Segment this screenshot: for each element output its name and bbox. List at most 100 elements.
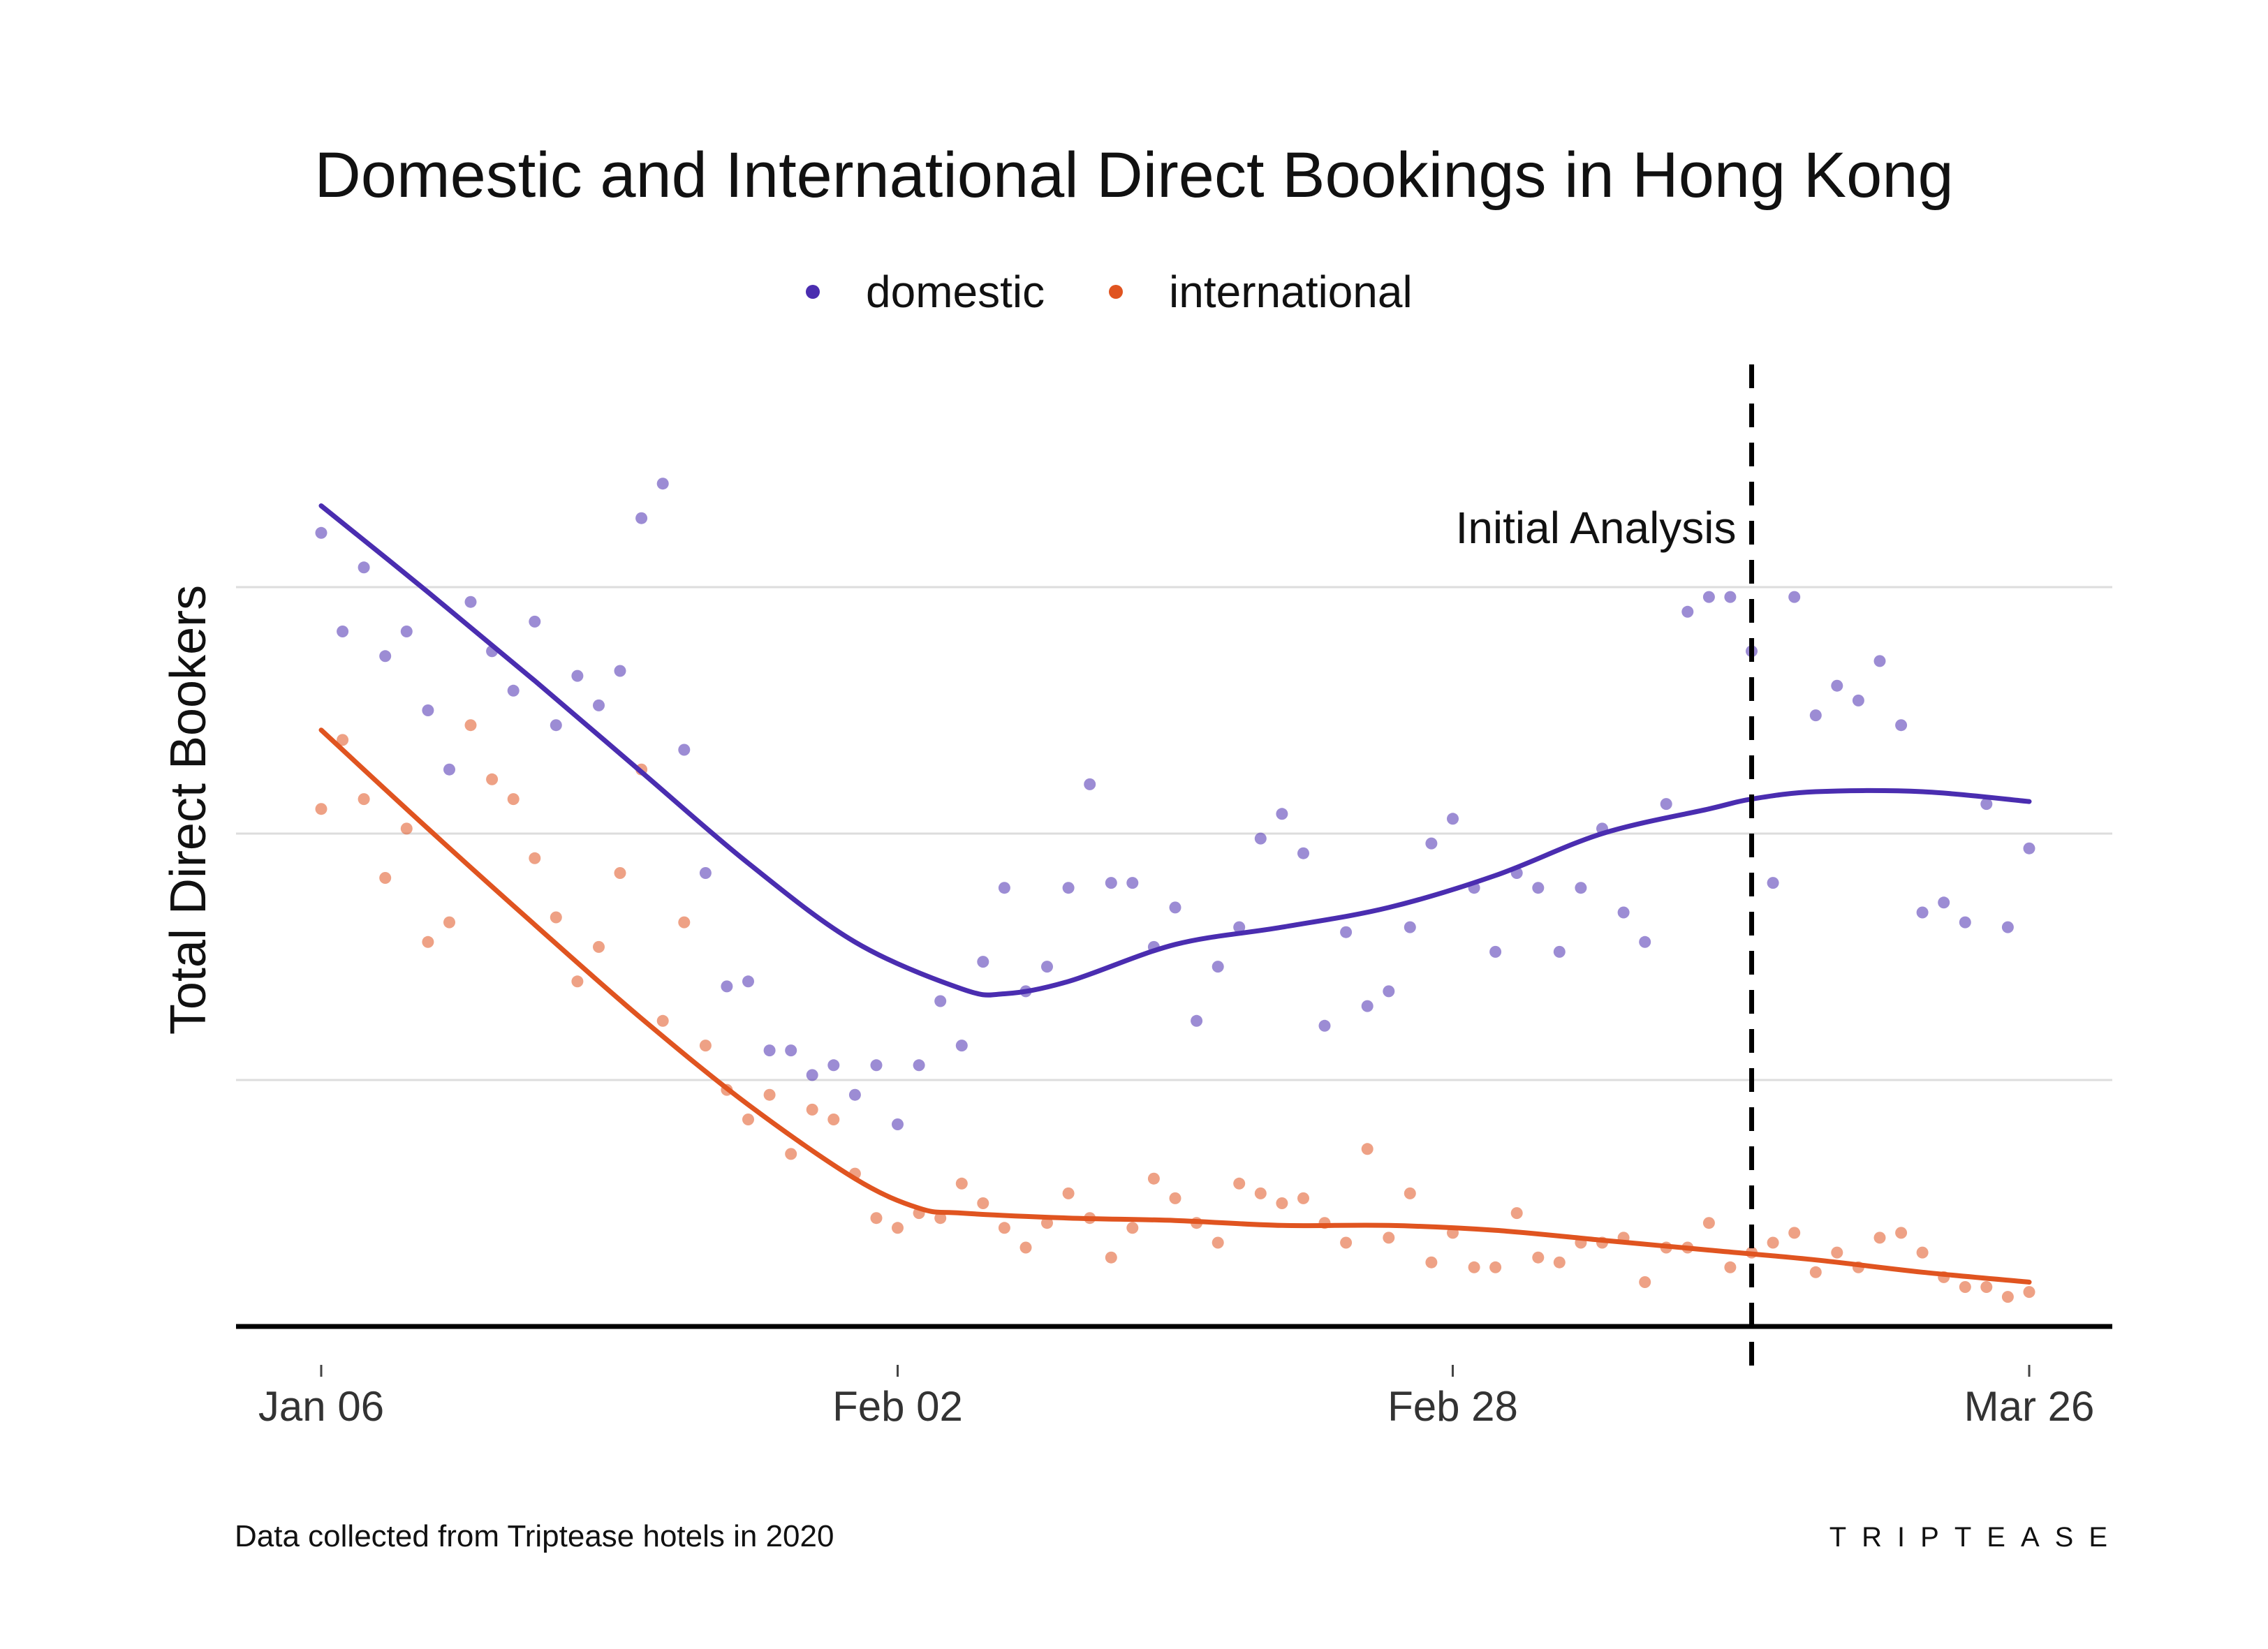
international-point <box>529 852 541 864</box>
domestic-point <box>1809 709 1822 722</box>
domestic-point <box>1105 877 1117 889</box>
domestic-point <box>614 665 626 677</box>
legend-marker-domestic <box>806 285 820 299</box>
footer-caption: Data collected from Triptease hotels in … <box>235 1519 834 1553</box>
domestic-point <box>806 1069 818 1081</box>
international-point <box>699 1040 712 1052</box>
domestic-point <box>1532 882 1545 894</box>
international-point <box>1297 1192 1309 1204</box>
international-point <box>1553 1256 1566 1269</box>
plot-area <box>315 478 2035 1303</box>
legend-label-domestic: domestic <box>866 267 1045 317</box>
domestic-point <box>763 1044 776 1057</box>
international-point <box>1425 1256 1438 1269</box>
international-point <box>742 1114 754 1125</box>
domestic-point <box>678 744 691 756</box>
international-point <box>1233 1177 1246 1190</box>
international-point <box>614 867 626 879</box>
international-point <box>1276 1197 1288 1209</box>
international-point <box>1383 1232 1395 1244</box>
domestic-point <box>529 615 541 628</box>
international-point <box>379 872 392 884</box>
international-trend-line <box>318 727 2032 1285</box>
legend-label-international: international <box>1169 267 1413 317</box>
domestic-point <box>1340 926 1353 938</box>
x-tick-label-3: Feb 28 <box>1387 1383 1518 1430</box>
domestic-point <box>1895 719 1908 732</box>
international-point <box>1489 1261 1502 1273</box>
domestic-point <box>1681 605 1694 618</box>
international-point <box>1468 1261 1480 1273</box>
domestic-point <box>1980 798 1993 811</box>
domestic-point <box>1639 936 1651 948</box>
international-point <box>1062 1187 1075 1199</box>
domestic-series <box>315 478 2035 1130</box>
international-point <box>1767 1236 1779 1249</box>
domestic-point <box>550 719 562 732</box>
international-point <box>464 719 477 732</box>
international-point <box>1340 1236 1353 1249</box>
domestic-point <box>1788 591 1801 603</box>
domestic-point <box>1959 916 1971 929</box>
domestic-point <box>1617 906 1630 919</box>
brand-logo-text: TRIPTEASE <box>1829 1522 2123 1553</box>
international-point <box>1212 1236 1224 1249</box>
gridlines <box>236 586 2112 1081</box>
domestic-point <box>977 956 989 968</box>
domestic-point <box>785 1044 797 1057</box>
international-point <box>1041 1217 1053 1229</box>
international-series <box>315 719 2035 1303</box>
international-point <box>593 940 605 953</box>
international-point <box>977 1197 989 1209</box>
domestic-point <box>464 596 477 608</box>
international-point <box>892 1222 904 1234</box>
domestic-point <box>379 650 392 663</box>
international-point <box>1788 1227 1801 1239</box>
domestic-point <box>892 1118 904 1130</box>
domestic-point <box>1852 694 1864 707</box>
domestic-point <box>1126 877 1139 889</box>
domestic-point <box>443 763 455 776</box>
domestic-point <box>400 626 413 637</box>
domestic-point <box>337 626 349 637</box>
domestic-point <box>1660 798 1672 811</box>
international-point <box>806 1103 818 1116</box>
domestic-point <box>913 1059 925 1072</box>
domestic-point <box>1084 778 1096 790</box>
domestic-point <box>1767 877 1779 889</box>
international-point <box>1980 1281 1993 1293</box>
domestic-point <box>934 995 947 1007</box>
initial-analysis-label: Initial Analysis <box>1456 503 1737 553</box>
domestic-point <box>2001 921 2014 933</box>
international-point <box>507 793 520 806</box>
domestic-point <box>742 975 754 988</box>
domestic-point <box>1553 945 1566 958</box>
international-point <box>998 1222 1010 1234</box>
x-tick-label-4: Mar 26 <box>1964 1383 2095 1430</box>
international-point <box>550 911 562 924</box>
domestic-point <box>1041 961 1053 973</box>
domestic-point <box>1254 832 1267 845</box>
domestic-point <box>1297 847 1309 859</box>
domestic-point <box>358 561 370 574</box>
international-point <box>785 1148 797 1160</box>
domestic-point <box>1916 906 1929 919</box>
domestic-point <box>1212 961 1224 973</box>
domestic-point <box>1276 808 1288 820</box>
international-point <box>1916 1246 1929 1259</box>
x-tick-label-2: Feb 02 <box>832 1383 963 1430</box>
international-point <box>1895 1227 1908 1239</box>
domestic-point <box>1831 679 1843 692</box>
domestic-point <box>593 699 605 711</box>
international-point <box>656 1014 669 1027</box>
international-point <box>1169 1192 1181 1204</box>
x-tick-label-1: Jan 06 <box>258 1383 384 1430</box>
international-point <box>934 1212 947 1225</box>
international-point <box>955 1177 968 1190</box>
international-point <box>1105 1251 1117 1264</box>
international-point <box>1361 1143 1374 1155</box>
international-point <box>1873 1232 1886 1244</box>
domestic-point <box>1489 945 1502 958</box>
domestic-point <box>1169 901 1181 914</box>
